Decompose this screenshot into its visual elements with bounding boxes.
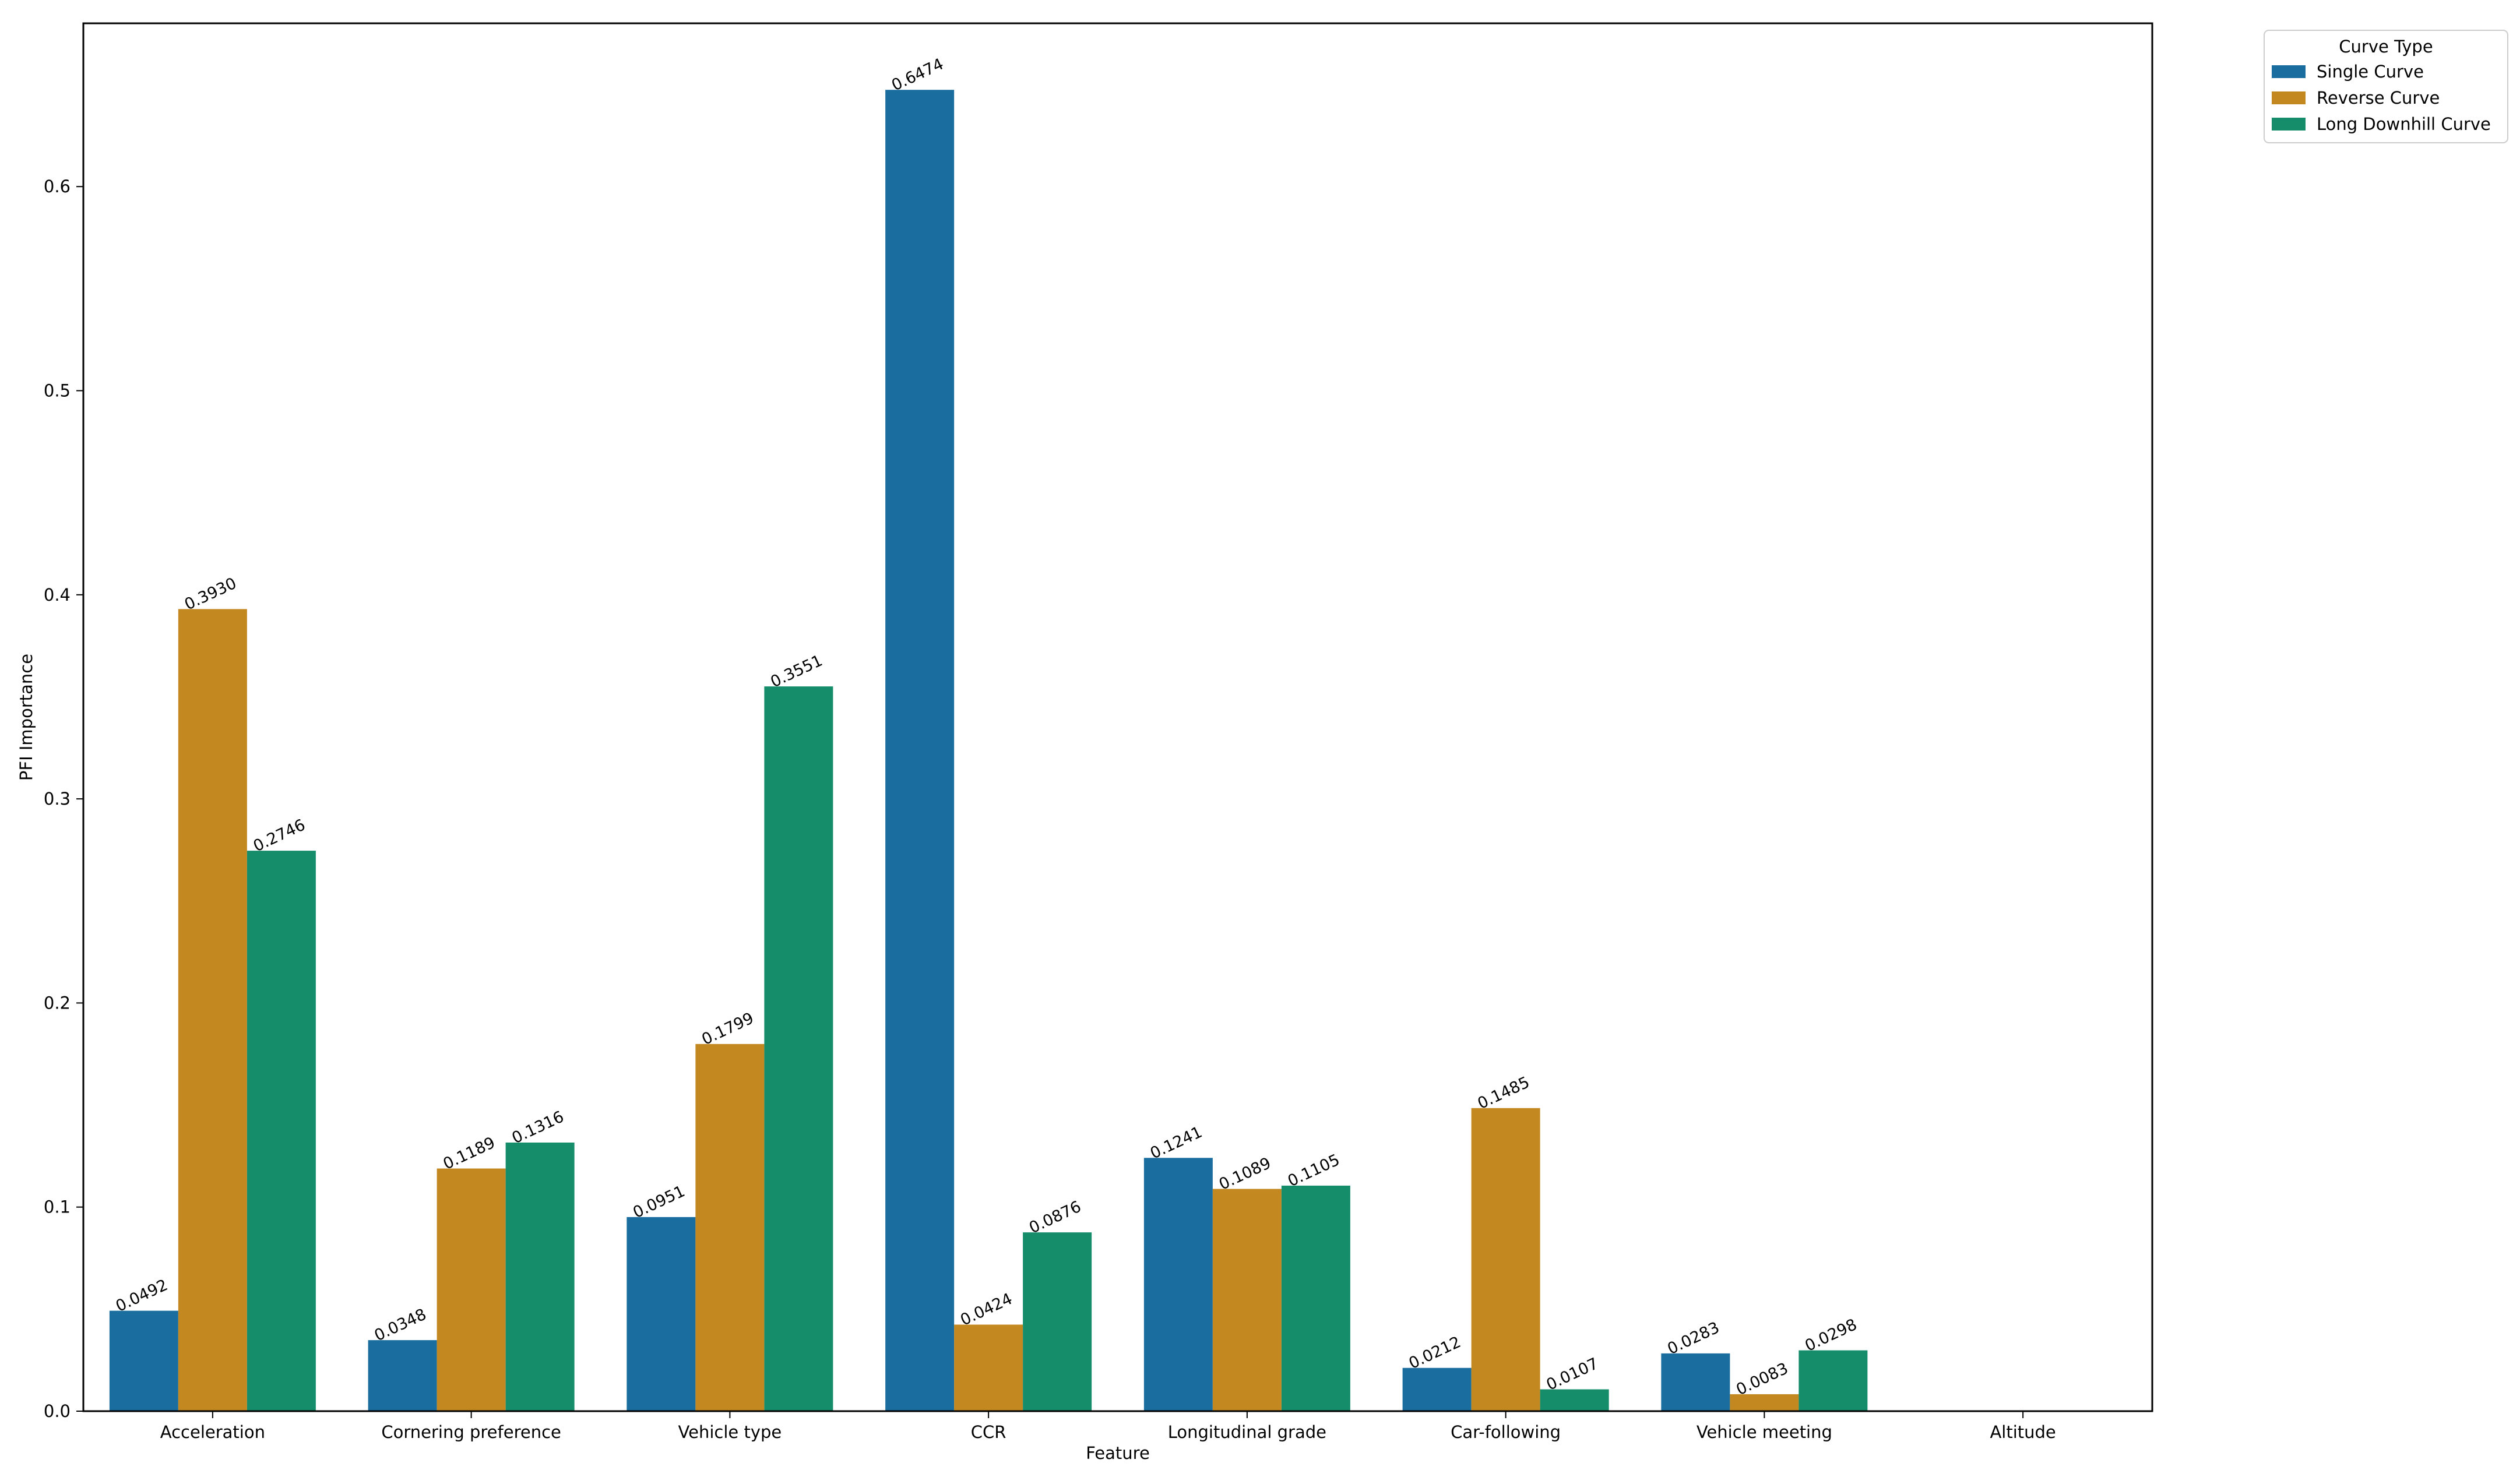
bar-long-downhill-curve-car-following: [1540, 1389, 1609, 1411]
bar-value-label: 0.2746: [251, 816, 308, 855]
bar-value-label: 0.0083: [1733, 1359, 1791, 1399]
legend-label-reverse-curve: Reverse Curve: [2317, 88, 2440, 108]
x-tick-label: Cornering preference: [381, 1422, 561, 1442]
bar-long-downhill-curve-ccr: [1023, 1232, 1092, 1411]
bar-value-label: 0.6474: [889, 55, 946, 94]
y-tick-label: 0.0: [44, 1401, 71, 1421]
x-tick-label: Vehicle meeting: [1697, 1422, 1832, 1442]
plot-frame: [82, 22, 2153, 1412]
bar-labels-layer: 0.0492 0.0348 0.0951 0.6474 0.1241 0.0212 0.02…: [113, 55, 1860, 1399]
bar-reverse-curve-vehicle-meeting: [1730, 1394, 1799, 1411]
y-tick-label: 0.3: [44, 789, 71, 809]
bar-single-curve-longitudinal-grade: [1143, 1158, 1213, 1411]
y-axis: 0.0 0.1 0.2 0.3 0.4 0.5 0.6: [44, 177, 83, 1421]
bar-value-label: 0.1241: [1148, 1123, 1205, 1163]
legend-label-long-downhill-curve: Long Downhill Curve: [2317, 114, 2491, 134]
legend-swatch-single-curve: [2272, 65, 2306, 78]
bars-layer: [109, 90, 1868, 1412]
bar-single-curve-acceleration: [109, 1310, 178, 1411]
bar-value-label: 0.1105: [1285, 1151, 1343, 1190]
bar-value-label: 0.0283: [1664, 1319, 1722, 1358]
bar-long-downhill-curve-vehicle-type: [764, 686, 833, 1411]
legend-title: Curve Type: [2339, 37, 2433, 57]
bar-reverse-curve-ccr: [954, 1324, 1023, 1411]
bar-long-downhill-curve-cornering-preference: [505, 1143, 575, 1411]
x-tick-label: Altitude: [1990, 1422, 2056, 1442]
x-axis-label: Feature: [1086, 1443, 1150, 1463]
bar-value-label: 0.0212: [1406, 1333, 1464, 1373]
bar-reverse-curve-car-following: [1471, 1108, 1540, 1411]
bar-reverse-curve-longitudinal-grade: [1212, 1189, 1282, 1411]
x-tick-label: Vehicle type: [678, 1422, 782, 1442]
legend-frame: [2264, 30, 2508, 143]
y-tick-label: 0.1: [44, 1197, 71, 1217]
bar-single-curve-car-following: [1402, 1367, 1472, 1411]
bar-value-label: 0.3551: [768, 651, 825, 691]
y-tick-label: 0.4: [44, 585, 71, 605]
y-axis-label: PFI Importance: [16, 654, 36, 781]
bar-reverse-curve-acceleration: [178, 609, 247, 1411]
bar-reverse-curve-cornering-preference: [437, 1168, 506, 1411]
legend: Curve Type Single Curve Reverse Curve Long…: [2264, 30, 2508, 143]
bar-value-label: 0.0492: [113, 1276, 171, 1316]
bar-value-label: 0.0298: [1802, 1316, 1860, 1355]
bar-value-label: 0.1316: [509, 1108, 567, 1147]
bar-value-label: 0.0348: [372, 1305, 430, 1345]
legend-swatch-long-downhill-curve: [2272, 118, 2306, 131]
bar-value-label: 0.0951: [630, 1182, 688, 1222]
bar-value-label: 0.1485: [1475, 1073, 1533, 1113]
bar-long-downhill-curve-acceleration: [247, 851, 316, 1411]
x-tick-label: CCR: [971, 1422, 1006, 1442]
bar-value-label: 0.0424: [958, 1290, 1015, 1330]
bar-value-label: 0.1189: [441, 1134, 498, 1173]
bar-single-curve-vehicle-type: [627, 1217, 696, 1411]
x-tick-label: Acceleration: [160, 1422, 265, 1442]
legend-label-single-curve: Single Curve: [2317, 62, 2424, 82]
bar-long-downhill-curve-vehicle-meeting: [1799, 1350, 1868, 1411]
x-axis: Acceleration Cornering preference Vehicle …: [160, 1411, 2056, 1442]
bar-value-label: 0.1799: [699, 1009, 756, 1049]
bar-value-label: 0.1089: [1216, 1154, 1274, 1194]
bar-value-label: 0.3930: [182, 574, 240, 614]
bar-single-curve-cornering-preference: [368, 1340, 437, 1411]
bar-single-curve-vehicle-meeting: [1661, 1353, 1730, 1411]
y-tick-label: 0.6: [44, 177, 71, 196]
y-tick-label: 0.5: [44, 381, 71, 401]
bar-reverse-curve-vehicle-type: [695, 1044, 765, 1411]
x-tick-label: Longitudinal grade: [1168, 1422, 1326, 1442]
bar-value-label: 0.0107: [1544, 1355, 1602, 1394]
legend-items: Single Curve Reverse Curve Long Downhill C…: [2272, 62, 2491, 134]
bar-long-downhill-curve-longitudinal-grade: [1281, 1185, 1350, 1411]
legend-swatch-reverse-curve: [2272, 91, 2306, 104]
bar-single-curve-ccr: [885, 90, 955, 1412]
y-tick-label: 0.2: [44, 993, 71, 1013]
x-tick-label: Car-following: [1451, 1422, 1561, 1442]
bar-value-label: 0.0876: [1026, 1197, 1084, 1237]
